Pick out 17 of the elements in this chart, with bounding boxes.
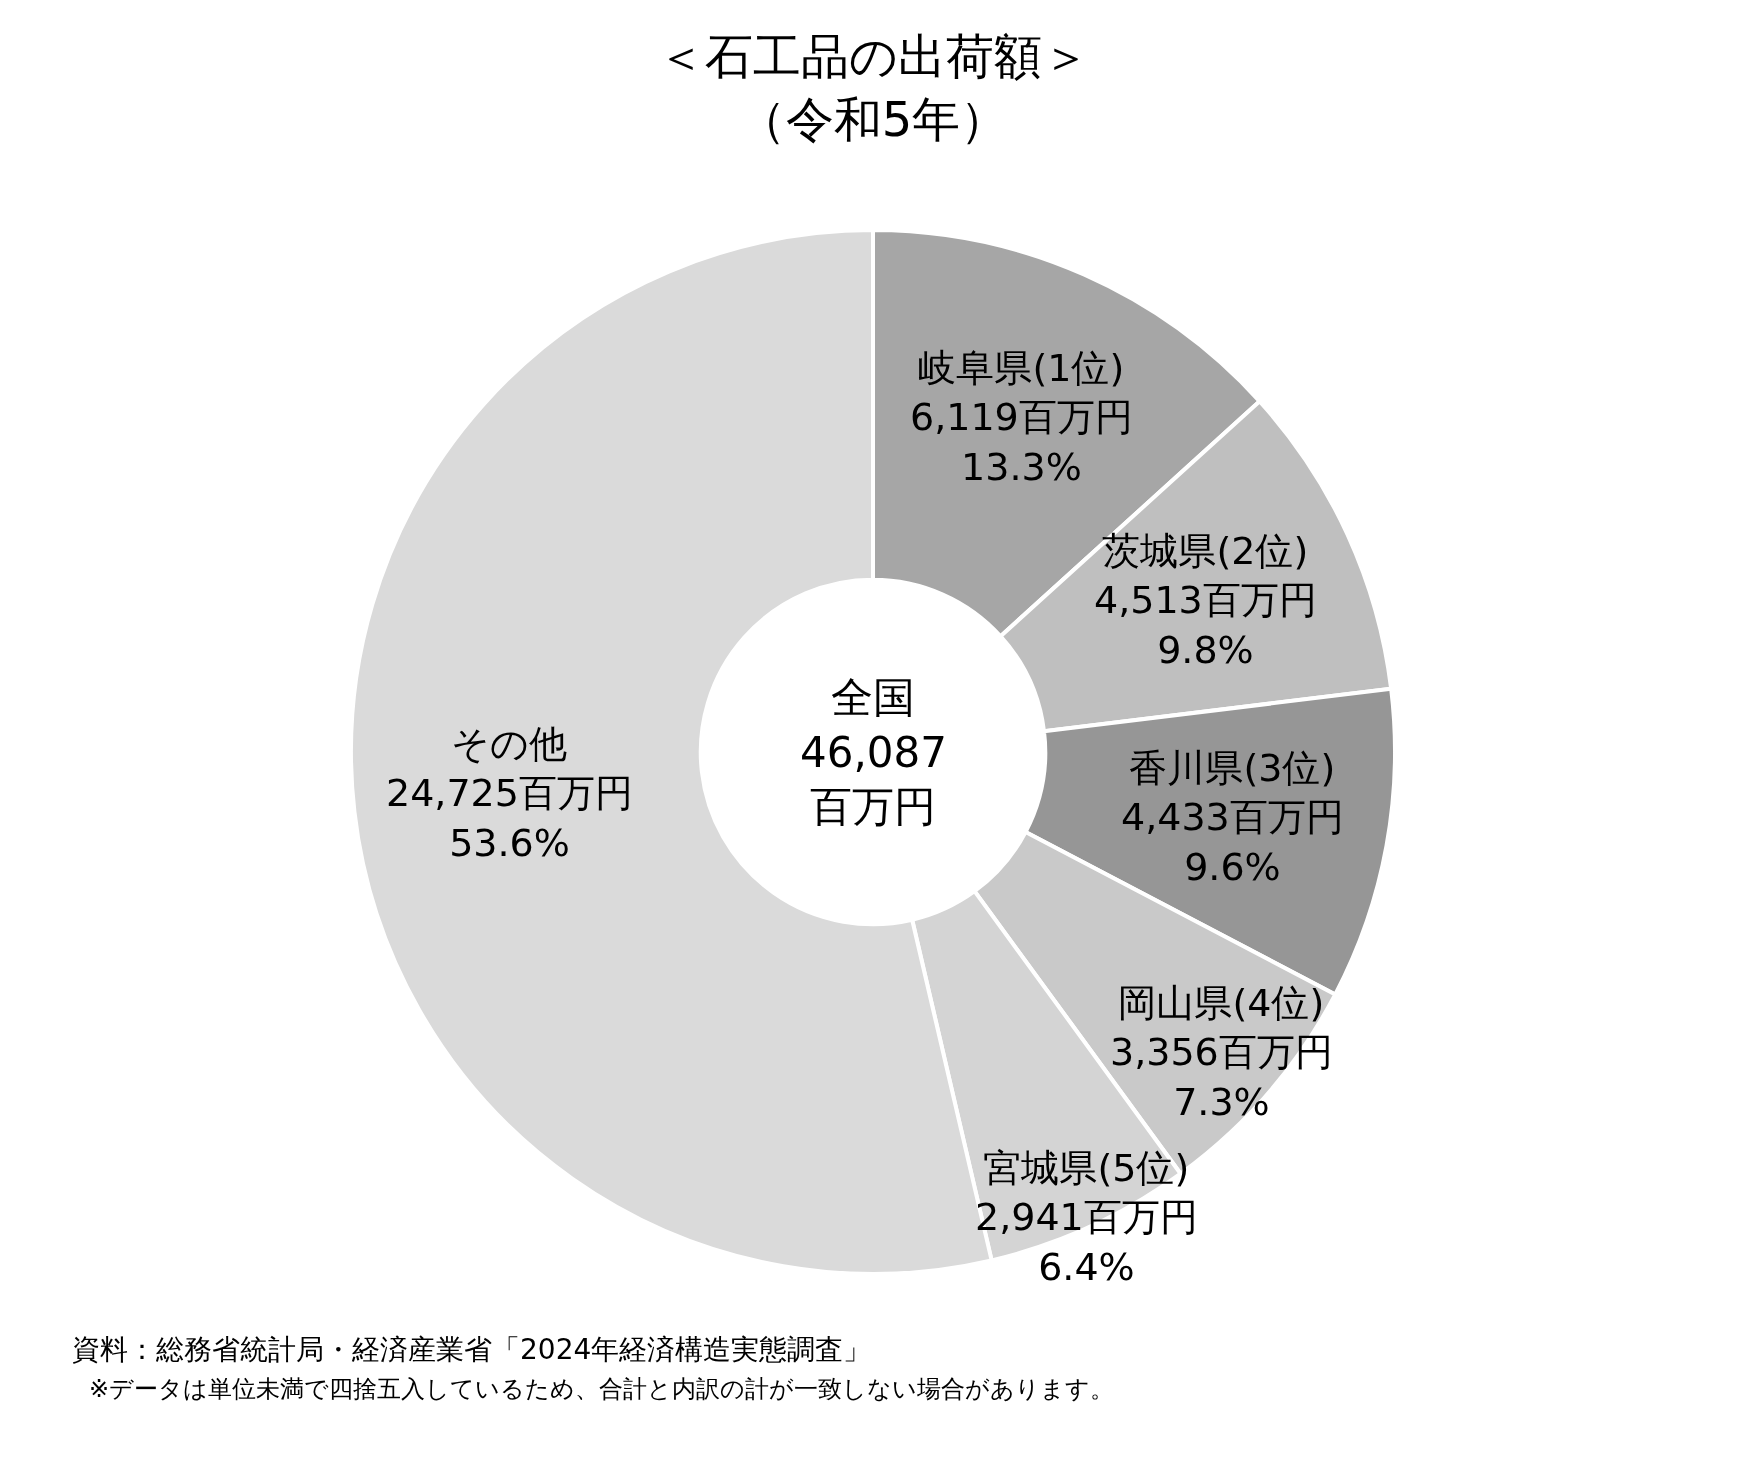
text: ※データは単位未満で四捨五入しているため、合計と内訳の計が一致しない場合があります。 — [89, 1375, 1115, 1403]
data-label: 4,513百万円 9.8% — [1094, 578, 1317, 672]
data-label: 4,433百万円 9.6% — [1121, 795, 1344, 889]
data-label: 2,941百万円 6.4% — [975, 1195, 1198, 1289]
slice-label: 岐阜県(1位) — [918, 346, 1125, 390]
data-label: 24,725百万円 53.6% — [386, 771, 633, 865]
chart-subtitle: （令和5年） — [737, 90, 1009, 147]
data-label: 6,119百万円 13.3% — [910, 395, 1133, 489]
slice-label: その他 — [451, 722, 568, 766]
text: 資料：総務省統計局・経済産業省「2024年経済構造実態調査」 — [72, 1333, 872, 1366]
text: 全国 46,087 百万円 — [800, 673, 947, 832]
slice-label: 香川県(3位) — [1129, 746, 1336, 790]
data-label: 3,356百万円 7.3% — [1110, 1030, 1333, 1124]
slice-label: 茨城県(2位) — [1102, 529, 1309, 573]
chart-title: ＜石工品の出荷額＞ — [656, 28, 1090, 85]
slice-label: 岡山県(4位) — [1118, 981, 1325, 1025]
slice-label: 宮城県(5位) — [983, 1146, 1190, 1190]
